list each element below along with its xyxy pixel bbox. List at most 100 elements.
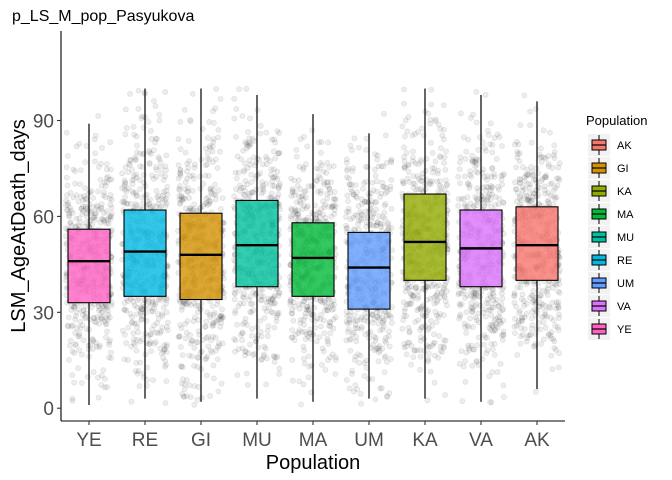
data-point xyxy=(352,182,359,188)
data-point xyxy=(187,117,193,123)
data-point xyxy=(146,149,153,156)
data-point xyxy=(210,138,216,145)
data-point xyxy=(163,152,170,159)
x-ticks: YE RE GI MU MA UM KA VA AK xyxy=(76,421,550,451)
data-point xyxy=(191,401,198,408)
data-point xyxy=(402,163,408,170)
data-point xyxy=(431,339,438,346)
data-point xyxy=(542,190,549,197)
data-point xyxy=(443,302,450,309)
data-point xyxy=(351,135,358,142)
data-point xyxy=(381,369,388,376)
data-point xyxy=(345,198,351,205)
data-point xyxy=(548,352,555,359)
data-point xyxy=(123,125,130,131)
data-point xyxy=(186,382,193,389)
data-point xyxy=(183,393,190,399)
data-point xyxy=(347,216,354,223)
data-point xyxy=(372,335,379,341)
data-point xyxy=(521,92,528,99)
data-point xyxy=(383,312,390,319)
data-point xyxy=(103,314,109,321)
data-point xyxy=(70,194,77,201)
data-point xyxy=(72,316,78,323)
data-point xyxy=(361,373,368,379)
data-point xyxy=(464,194,471,200)
data-point xyxy=(240,168,247,175)
data-point xyxy=(202,172,209,179)
data-point xyxy=(212,196,219,203)
data-point xyxy=(246,135,253,142)
data-point xyxy=(185,137,192,144)
data-point xyxy=(370,341,376,348)
data-point xyxy=(246,143,253,149)
data-point xyxy=(345,205,352,212)
data-point xyxy=(410,354,417,360)
data-point xyxy=(187,205,193,212)
data-point xyxy=(232,310,238,317)
data-point xyxy=(497,319,504,325)
data-point xyxy=(160,348,167,355)
data-point xyxy=(268,309,275,315)
data-point xyxy=(512,179,518,186)
data-point xyxy=(489,141,496,148)
data-point xyxy=(314,188,321,195)
data-point xyxy=(499,337,506,343)
data-point xyxy=(247,293,254,300)
data-point xyxy=(466,184,473,191)
data-point xyxy=(274,310,281,317)
data-point xyxy=(405,324,412,331)
data-point xyxy=(258,190,265,197)
data-point xyxy=(187,340,194,347)
data-point xyxy=(314,165,320,172)
data-point xyxy=(474,169,481,176)
data-point xyxy=(248,179,255,185)
data-point xyxy=(132,341,138,348)
data-point xyxy=(366,206,373,213)
data-point xyxy=(215,388,222,395)
data-point xyxy=(250,189,257,196)
data-point xyxy=(473,119,480,126)
data-point xyxy=(81,193,87,200)
data-point xyxy=(323,169,330,176)
data-point xyxy=(381,209,388,216)
data-point xyxy=(231,95,238,102)
data-point xyxy=(89,336,96,342)
data-point xyxy=(411,180,418,187)
data-point xyxy=(102,194,109,200)
data-point xyxy=(69,303,75,309)
data-point xyxy=(476,134,483,141)
data-point xyxy=(177,199,184,206)
data-point xyxy=(274,312,281,319)
legend-item-RE: RE xyxy=(588,249,632,271)
data-point xyxy=(410,173,417,179)
data-point xyxy=(431,281,437,288)
data-point xyxy=(331,195,337,202)
data-point xyxy=(203,335,210,341)
data-point xyxy=(483,300,490,307)
data-point xyxy=(107,166,114,173)
data-point xyxy=(404,286,411,292)
data-point xyxy=(137,186,144,192)
data-point xyxy=(288,207,295,213)
data-point xyxy=(427,120,434,127)
data-point xyxy=(432,158,439,165)
data-point xyxy=(424,397,431,404)
data-point xyxy=(78,205,85,212)
data-point xyxy=(318,206,325,213)
data-point xyxy=(427,368,434,375)
data-point xyxy=(271,292,278,299)
data-point xyxy=(269,178,275,185)
data-point xyxy=(533,106,539,112)
data-point xyxy=(231,336,238,342)
data-point xyxy=(240,300,247,307)
data-point xyxy=(79,210,86,217)
data-point xyxy=(469,152,475,159)
data-point xyxy=(184,185,191,191)
data-point xyxy=(442,392,448,398)
data-point xyxy=(492,201,498,208)
data-point xyxy=(317,175,324,181)
data-point xyxy=(236,182,243,189)
data-point xyxy=(491,317,498,324)
data-point xyxy=(87,341,94,348)
